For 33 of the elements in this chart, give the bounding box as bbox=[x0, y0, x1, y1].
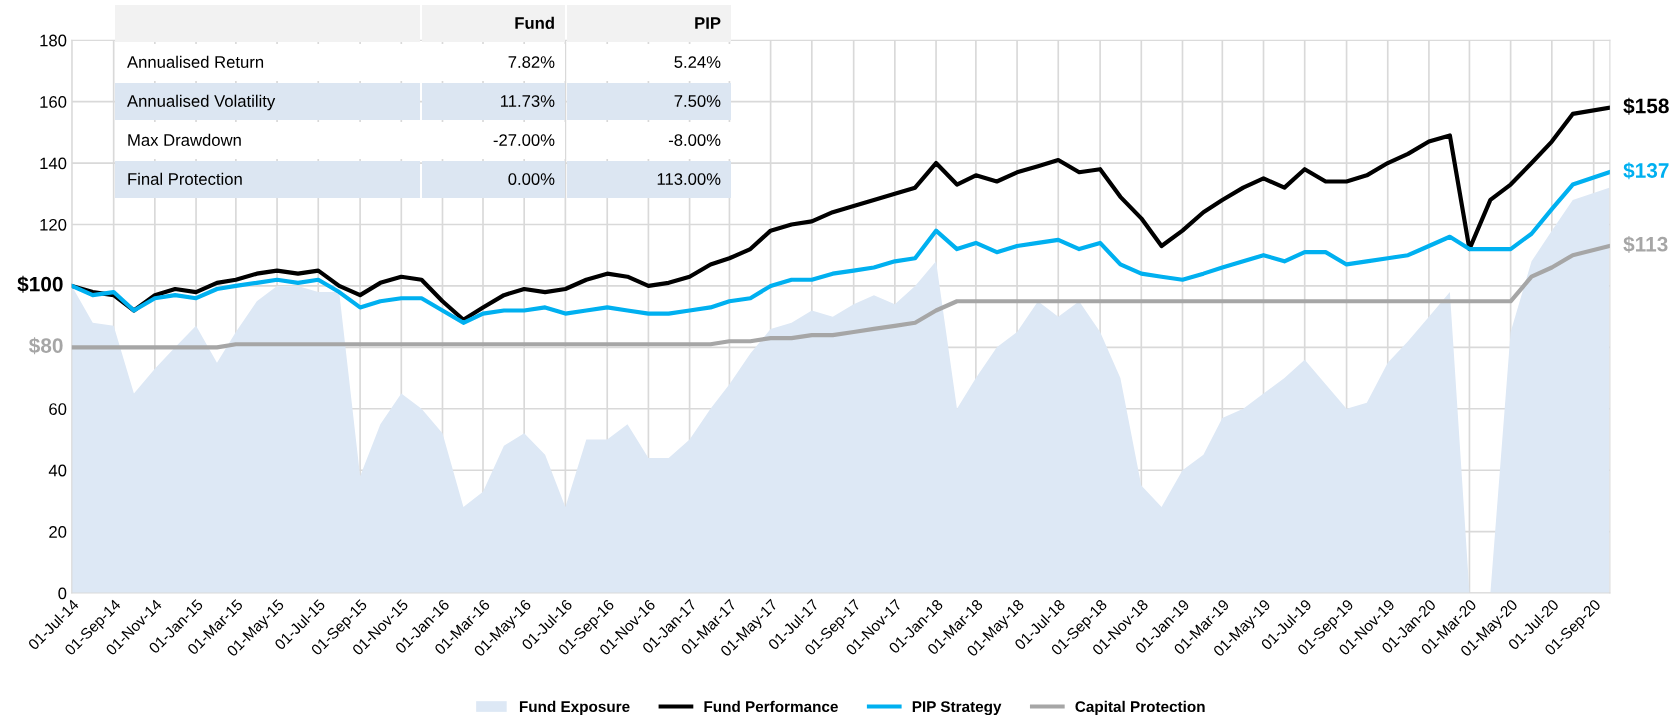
y-tick-label: 140 bbox=[40, 157, 67, 170]
annotation: 0.00% bbox=[508, 173, 555, 185]
annotation: $158 bbox=[1623, 97, 1669, 115]
text: PIP bbox=[695, 17, 721, 29]
y-tick-label: 60 bbox=[49, 403, 67, 415]
annotation: Annualised Return bbox=[127, 55, 264, 68]
y-tick-label: 0 bbox=[58, 587, 67, 600]
annotation: Max Drawdown bbox=[128, 133, 241, 146]
annotation: 7.82% bbox=[508, 56, 555, 68]
annotation: -27.00% bbox=[493, 134, 555, 146]
annotation: $100 bbox=[17, 275, 63, 293]
legend-label: Fund Exposure bbox=[519, 700, 630, 716]
y-tick-label: 160 bbox=[40, 96, 67, 108]
y-tick-label: 40 bbox=[48, 464, 67, 477]
legend-label: PIP Strategy bbox=[912, 701, 1002, 716]
annotation: -8.00% bbox=[668, 134, 721, 146]
annotation: $80 bbox=[28, 337, 63, 355]
legend-label: Capital Protection bbox=[1075, 700, 1205, 716]
legend-label: Fund Performance bbox=[704, 700, 838, 713]
annotation: 5.24% bbox=[674, 56, 721, 68]
line-series bbox=[71, 243, 1610, 350]
text: Fund bbox=[515, 16, 554, 29]
annotation: $137 bbox=[1623, 162, 1669, 180]
annotation: 7.50% bbox=[674, 95, 721, 107]
annotation: Final Protection bbox=[128, 172, 242, 185]
annotation: $113 bbox=[1623, 235, 1668, 253]
line-series bbox=[71, 170, 1610, 325]
y-tick-label: 20 bbox=[49, 526, 67, 538]
y-tick-label: 180 bbox=[40, 34, 67, 47]
annotation: 11.73% bbox=[500, 95, 555, 107]
annotation: 113.00% bbox=[657, 173, 721, 185]
annotation: Annualised Volatility bbox=[127, 94, 276, 111]
y-tick-label: 120 bbox=[40, 218, 67, 231]
